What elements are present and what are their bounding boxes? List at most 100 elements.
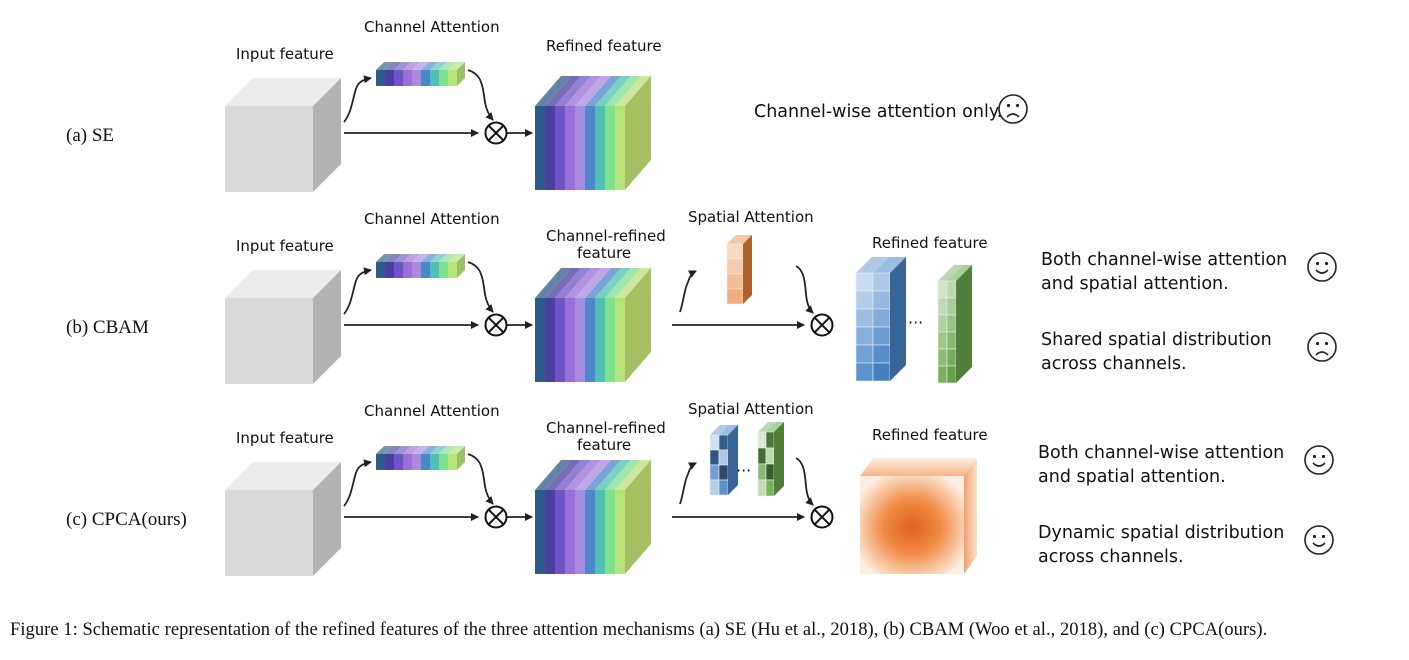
slab-cell (718, 434, 729, 451)
multiply-cross (814, 509, 830, 525)
refined-stripe-front (555, 490, 565, 574)
spatial-attention-label: Spatial Attention (688, 400, 814, 418)
refined-stripe-front (575, 298, 585, 382)
refined-stripe-front (575, 490, 585, 574)
slab-cell (937, 365, 948, 384)
multiply-operator-icon (484, 505, 508, 529)
refined-stripe-front (615, 106, 625, 190)
slab-cell (718, 479, 729, 496)
face-eye (1312, 534, 1317, 539)
refined-stripe-front (615, 298, 625, 382)
slab-cell (937, 280, 948, 299)
channel-attention-label: Channel Attention (364, 18, 500, 36)
channel-stripe-top (448, 62, 465, 70)
channel-stripe-top (376, 62, 393, 70)
face-outline (1307, 252, 1337, 282)
slab-top-cell (710, 425, 729, 435)
channel-attention-vector (376, 254, 465, 278)
smile-face-icon (1304, 525, 1334, 555)
refined-stripe-top (535, 460, 571, 490)
face-eye (1015, 103, 1020, 108)
slab-cell (709, 449, 720, 466)
refined-stripe-front (605, 298, 615, 382)
slab-cell (946, 331, 957, 350)
slab-cell (726, 273, 744, 290)
channel-stripe (376, 70, 385, 86)
face-eye (1324, 341, 1329, 346)
refined-stripe-front (585, 106, 595, 190)
smile-face-icon (1304, 445, 1334, 475)
channel-stripe (430, 70, 439, 86)
spatial-attention-map-blue (709, 425, 738, 496)
channel-bar-side (457, 62, 465, 86)
channel-attention-label: Channel Attention (364, 402, 500, 420)
output-feature-label: Refined feature (872, 426, 988, 444)
channel-stripe (385, 454, 394, 470)
slab-cell (726, 288, 744, 305)
channel-refined-label: Channel-refined (546, 419, 666, 437)
refined-stripe-top (565, 76, 601, 106)
ellipsis-label: ··· (908, 313, 923, 332)
cube-side-face (313, 78, 341, 192)
refined-stripe-front (565, 106, 575, 190)
refined-stripe-front (595, 298, 605, 382)
comment-text: Channel-wise attention only. (754, 102, 1002, 122)
refined-feature-cube-orange (860, 458, 977, 574)
refined-stripe-top (595, 460, 631, 490)
slab-cell (946, 348, 957, 367)
slab-side (743, 235, 752, 304)
refined-stripe-top (535, 76, 571, 106)
slab-top-cell (758, 422, 776, 432)
channel-stripe (376, 454, 385, 470)
channel-stripe (448, 454, 457, 470)
input-feature-label: Input feature (236, 429, 334, 447)
channel-bar-side (457, 254, 465, 278)
channel-stripe (421, 262, 430, 278)
refined-stripe-top (565, 460, 601, 490)
cube-top-face (225, 78, 341, 106)
channel-refined-label: Channel-refined (546, 227, 666, 245)
slab-cell (726, 243, 744, 260)
refined-stripe-front (615, 490, 625, 574)
channel-stripe-top (430, 446, 447, 454)
refined-stripe-front (535, 106, 545, 190)
face-eye (1321, 534, 1326, 539)
orange-cube-side (964, 458, 977, 574)
slab-cell (872, 308, 891, 328)
slab-cell (855, 344, 874, 364)
diagram-row-1: (a) SE Input feature Channel Attention Refi… (66, 18, 1028, 192)
cube-side-face (313, 462, 341, 576)
spatial-attention-label: Spatial Attention (688, 208, 814, 226)
cube-top-face (225, 462, 341, 490)
face-mouth (1315, 351, 1329, 356)
comment-text: and spatial attention. (1038, 467, 1226, 487)
channel-refined-label: feature (577, 436, 631, 454)
face-mouth (1006, 113, 1020, 118)
channel-stripe-top (403, 254, 420, 262)
refined-feature-cube (535, 268, 651, 382)
slab-cell (709, 464, 720, 481)
refined-stripe-front (565, 298, 575, 382)
slab-cell (718, 449, 729, 466)
slab-cell (872, 344, 891, 364)
diagram-row-3: (c) CPCA(ours) Input feature Channel Atten… (66, 400, 1334, 576)
output-feature-label: Refined feature (872, 234, 988, 252)
refined-stripe-front (545, 298, 555, 382)
slab-side (774, 422, 784, 496)
channel-stripe-top (385, 446, 402, 454)
channel-bar-side (457, 446, 465, 470)
face-outline (998, 94, 1028, 124)
slab-cell (726, 258, 744, 275)
channel-stripe (403, 262, 412, 278)
input-feature-cube (225, 78, 341, 192)
orange-cube-top (860, 458, 977, 476)
channel-stripe (412, 70, 421, 86)
comment-text: and spatial attention. (1041, 274, 1229, 294)
channel-stripe-top (448, 446, 465, 454)
channel-stripe-top (439, 446, 456, 454)
spatial-attention-map-green (757, 422, 784, 497)
refined-stripe-top (545, 460, 581, 490)
face-eye (1315, 261, 1320, 266)
slab-cell (709, 479, 720, 496)
